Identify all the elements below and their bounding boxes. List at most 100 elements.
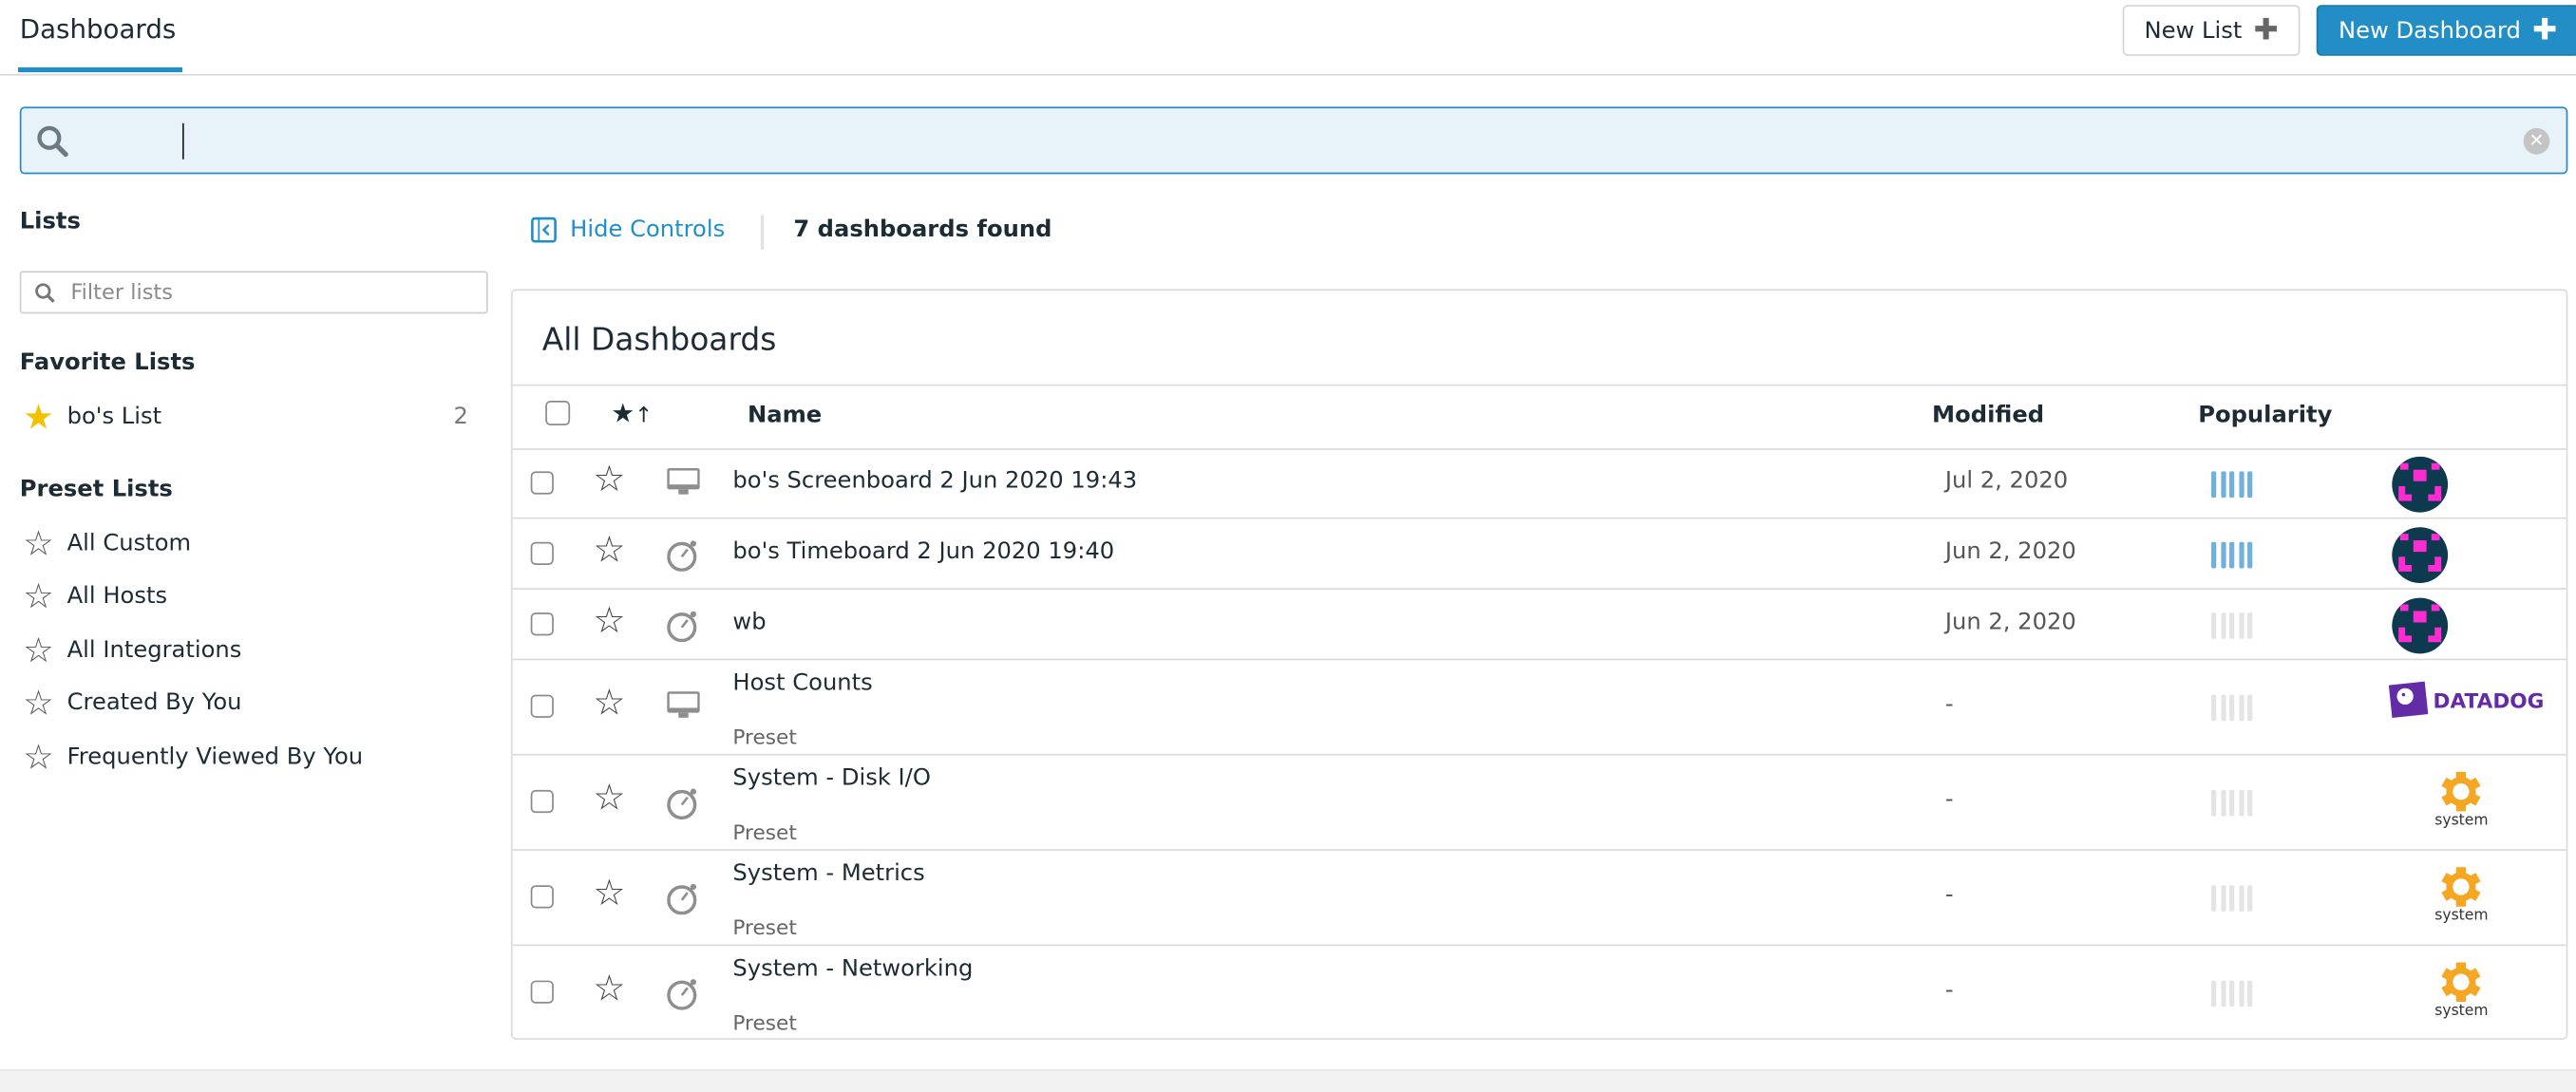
dashboard-subtitle: Preset [732, 724, 797, 749]
user-avatar[interactable] [2392, 455, 2449, 512]
row-checkbox[interactable] [530, 885, 554, 909]
popularity-bar [2211, 540, 2217, 568]
popularity-bar [2247, 789, 2253, 817]
sort-favorites-button[interactable]: ★↑ [611, 398, 653, 429]
star-outline-icon[interactable]: ☆ [593, 600, 626, 642]
list-label: All Custom [66, 530, 192, 557]
modified-date: - [1944, 881, 1954, 909]
active-tab-indicator [18, 66, 182, 73]
row-checkbox[interactable] [530, 470, 554, 494]
hide-controls-button[interactable]: Hide Controls [531, 217, 725, 243]
popularity-bar [2211, 885, 2217, 912]
popularity-bar [2229, 694, 2235, 722]
star-outline-icon[interactable]: ☆ [593, 968, 626, 1009]
table-row[interactable]: ☆ Host Counts Preset - DATADOG [512, 660, 2567, 756]
datadog-logo: DATADOG [2388, 680, 2544, 720]
star-outline-icon[interactable]: ☆ [593, 778, 626, 820]
table-header: ★↑ Name Modified Popularity [512, 384, 2567, 450]
timeboard-icon [667, 978, 697, 1009]
table-body: ☆ bo's Screenboard 2 Jun 2020 19:43 Jul … [512, 448, 2567, 1040]
page-title[interactable]: Dashboards [19, 12, 177, 45]
dashboard-name-link[interactable]: System - Disk I/O [732, 764, 931, 792]
sidebar-item-preset[interactable]: ☆ All Integrations [23, 633, 475, 668]
select-all-checkbox[interactable] [545, 401, 571, 425]
popularity-bar [2247, 470, 2253, 498]
modified-date: Jun 2, 2020 [1944, 537, 2076, 565]
dashboard-name-link[interactable]: System - Networking [732, 955, 974, 983]
row-checkbox[interactable] [530, 694, 554, 718]
dashboard-name-link[interactable]: System - Metrics [732, 860, 925, 887]
list-label: Frequently Viewed By You [66, 744, 364, 771]
table-row[interactable]: ☆ bo's Timeboard 2 Jun 2020 19:40 Jun 2,… [512, 519, 2567, 590]
column-name[interactable]: Name [747, 402, 823, 429]
table-row[interactable]: ☆ System - Disk I/O Preset - system [512, 756, 2567, 851]
row-checkbox[interactable] [530, 612, 554, 635]
table-row[interactable]: ☆ bo's Screenboard 2 Jun 2020 19:43 Jul … [512, 448, 2567, 519]
popularity-bar [2238, 612, 2244, 638]
dashboard-subtitle: Preset [732, 914, 797, 940]
datadog-dog-icon [2388, 681, 2429, 718]
dashboard-name-link[interactable]: bo's Timeboard 2 Jun 2020 19:40 [732, 537, 1115, 565]
search-icon [37, 125, 68, 158]
popularity-indicator [2211, 789, 2253, 817]
table-row[interactable]: ☆ wb Jun 2, 2020 [512, 590, 2567, 661]
star-filled-icon: ★ [23, 397, 54, 438]
popularity-bar [2229, 540, 2235, 568]
popularity-bar [2247, 540, 2253, 568]
clear-search-icon[interactable]: ✕ [2523, 127, 2550, 155]
column-popularity[interactable]: Popularity [2198, 402, 2333, 429]
new-list-button[interactable]: New List ✚ [2122, 5, 2301, 56]
star-outline-icon[interactable]: ☆ [593, 874, 626, 915]
popularity-bar [2211, 612, 2217, 638]
dashboard-subtitle: Preset [732, 819, 797, 845]
row-checkbox[interactable] [530, 540, 554, 565]
gear-icon [2441, 867, 2481, 907]
separator [760, 215, 765, 250]
timeboard-icon [667, 610, 697, 642]
dashboard-name-link[interactable]: bo's Screenboard 2 Jun 2020 19:43 [732, 467, 1138, 494]
plus-icon: ✚ [2532, 12, 2558, 48]
popularity-indicator [2211, 540, 2253, 568]
dashboards-table: All Dashboards ★↑ Name Modified Populari… [510, 289, 2568, 1040]
dashboard-name-link[interactable]: Host Counts [732, 669, 873, 697]
timeboard-icon [667, 883, 697, 915]
star-outline-icon[interactable]: ☆ [593, 683, 626, 725]
star-outline-icon[interactable]: ☆ [593, 459, 626, 500]
dashboard-name-link[interactable]: wb [732, 608, 767, 635]
star-outline-icon[interactable]: ☆ [593, 529, 626, 572]
filter-lists-input[interactable]: Filter lists [19, 271, 488, 314]
row-checkbox[interactable] [530, 979, 554, 1003]
timeboard-icon [667, 788, 697, 820]
system-integration-logo: system [2434, 865, 2489, 925]
screenboard-icon [667, 691, 700, 718]
user-avatar[interactable] [2392, 526, 2449, 583]
sidebar-item-preset[interactable]: ☆ Frequently Viewed By You [23, 740, 475, 774]
popularity-bar [2220, 540, 2226, 568]
popularity-bar [2229, 612, 2235, 638]
popularity-bar [2238, 694, 2244, 722]
new-dashboard-button[interactable]: New Dashboard ✚ [2316, 5, 2576, 56]
popularity-indicator [2211, 470, 2253, 498]
table-row[interactable]: ☆ System - Networking Preset - system [513, 946, 2567, 1038]
sidebar-item-preset[interactable]: ☆ All Custom [23, 526, 475, 560]
list-count: 2 [453, 404, 468, 431]
user-avatar[interactable] [2392, 596, 2449, 653]
star-outline-icon: ☆ [23, 576, 54, 616]
sidebar-item-preset[interactable]: ☆ All Hosts [23, 576, 475, 616]
popularity-indicator [2211, 885, 2253, 912]
timeboard-icon [667, 539, 697, 572]
row-checkbox[interactable] [530, 789, 554, 814]
star-filled-icon: ★ [611, 397, 635, 429]
sidebar-item-preset[interactable]: ☆ Created By You [23, 683, 475, 724]
star-outline-icon: ☆ [23, 683, 54, 724]
popularity-bar [2238, 470, 2244, 498]
popularity-bar [2238, 540, 2244, 568]
header-divider [0, 73, 2576, 76]
popularity-bar [2238, 789, 2244, 817]
search-input[interactable]: ✕ [19, 106, 2568, 175]
sidebar-item-bos-list[interactable]: ★ bo's List 2 [23, 397, 475, 438]
table-row[interactable]: ☆ System - Metrics Preset - system [512, 851, 2567, 947]
popularity-indicator [2211, 979, 2253, 1007]
column-modified[interactable]: Modified [1932, 402, 2045, 429]
